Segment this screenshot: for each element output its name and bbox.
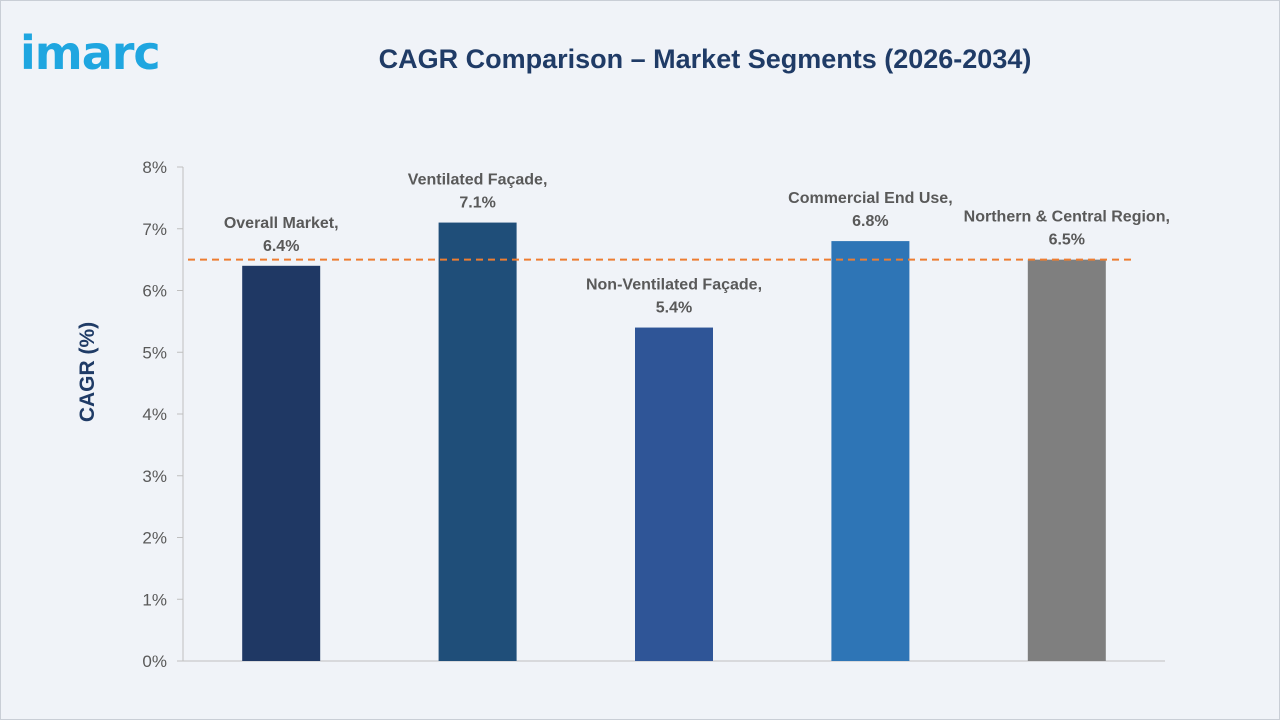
chart-title: CAGR Comparison – Market Segments (2026-… bbox=[378, 44, 1032, 74]
y-tick-label: 3% bbox=[142, 467, 167, 486]
bar bbox=[635, 327, 713, 661]
data-label-value: 5.4% bbox=[656, 300, 692, 317]
data-label-category: Commercial End Use, bbox=[788, 190, 953, 207]
data-label-category: Ventilated Façade, bbox=[408, 172, 548, 189]
data-label-value: 6.8% bbox=[852, 213, 888, 230]
y-tick-label: 7% bbox=[142, 220, 167, 239]
bar bbox=[831, 241, 910, 661]
data-label-value: 7.1% bbox=[459, 195, 495, 212]
bar bbox=[1027, 259, 1106, 661]
y-tick-label: 5% bbox=[142, 343, 167, 362]
data-label-value: 6.5% bbox=[1049, 232, 1085, 249]
data-label-category: Non-Ventilated Façade, bbox=[586, 277, 762, 294]
y-tick-label: 4% bbox=[142, 405, 167, 424]
data-label-category: Overall Market, bbox=[224, 215, 339, 232]
y-tick-label: 8% bbox=[142, 158, 167, 177]
y-tick-label: 6% bbox=[142, 282, 167, 301]
bar bbox=[438, 222, 517, 661]
y-tick-label: 0% bbox=[142, 652, 167, 671]
y-tick-label: 2% bbox=[142, 529, 167, 548]
data-label-category: Northern & Central Region, bbox=[964, 209, 1170, 226]
data-label-value: 6.4% bbox=[263, 238, 299, 255]
y-tick-label: 1% bbox=[142, 590, 167, 609]
bar bbox=[242, 265, 321, 661]
imarc-logo: imarc bbox=[20, 26, 161, 80]
